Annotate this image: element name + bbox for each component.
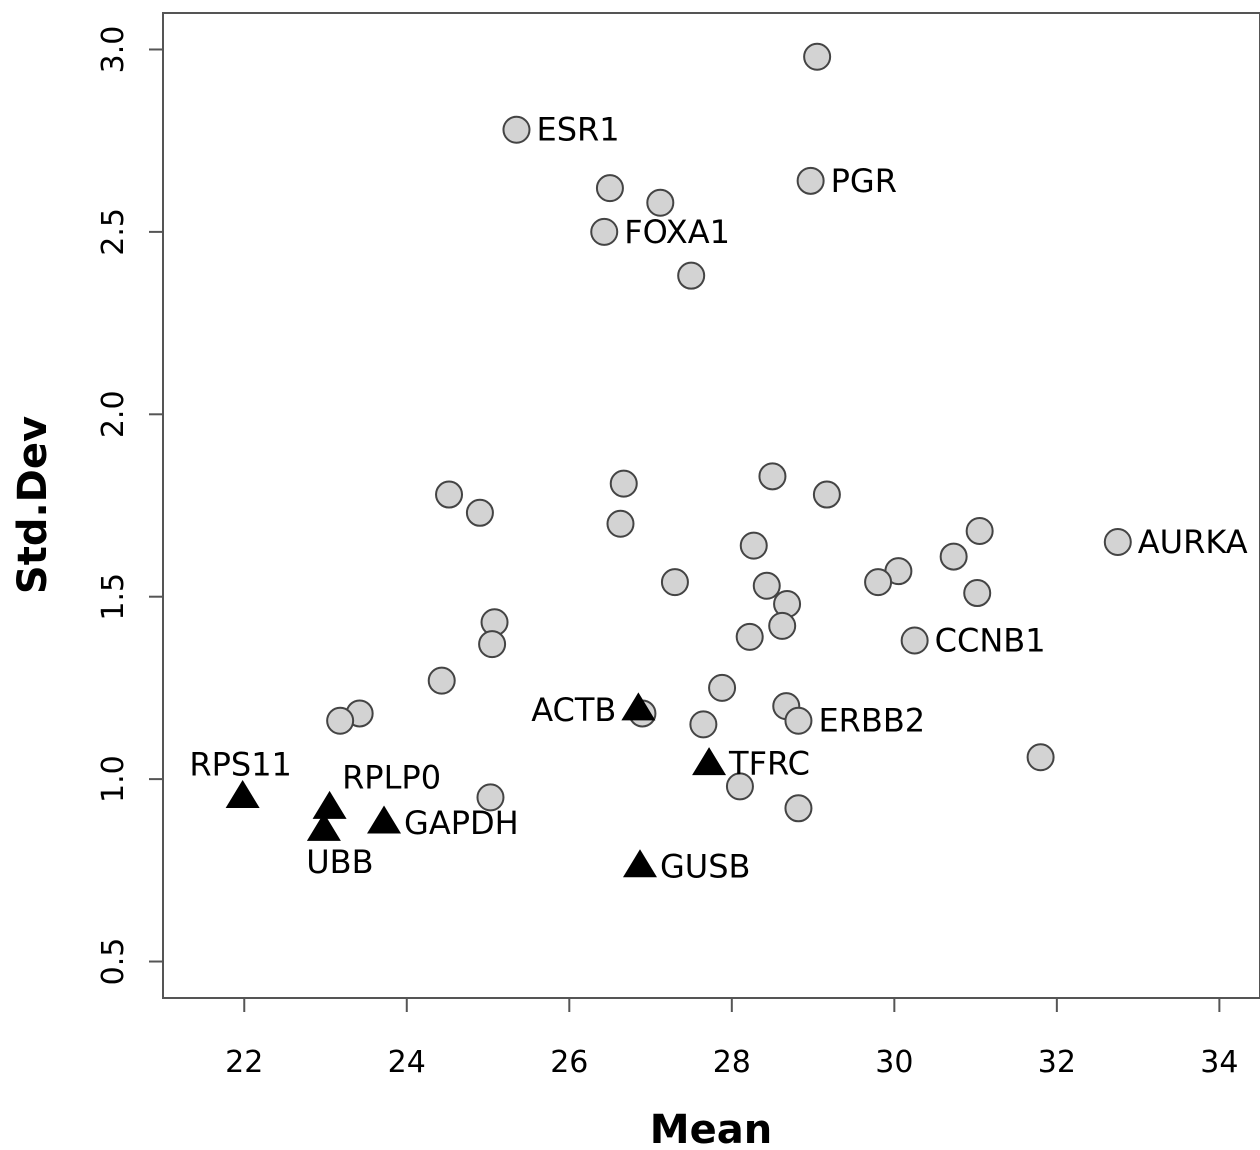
y-tick-label: 3.0 — [96, 26, 131, 74]
data-point-circle — [812, 480, 841, 509]
data-point-circle — [427, 666, 456, 695]
y-tick-label: 2.0 — [96, 390, 131, 438]
data-point-circle — [689, 710, 718, 739]
point-labels: ESR1 PGR FOXA1 AURKA CCNB1 ERBB2 ACTB TFRC RPS11… — [189, 111, 1247, 886]
data-point-triangle — [306, 812, 341, 841]
plot-frame — [162, 12, 1260, 999]
data-point-triangle — [312, 790, 347, 819]
point-label-actb: ACTB — [531, 691, 616, 729]
point-label-aurka: AURKA — [1138, 523, 1248, 561]
data-point-circle — [478, 630, 507, 659]
data-point-circle — [476, 783, 505, 812]
y-tick-label: 2.5 — [96, 208, 131, 256]
data-point-circle — [1103, 527, 1132, 556]
data-point-circle — [900, 626, 929, 655]
x-axis-title: Mean — [650, 1107, 772, 1150]
point-label-gusb: GUSB — [660, 848, 750, 886]
data-point-circle — [758, 462, 787, 491]
data-point-triangle — [621, 692, 656, 721]
y-axis: 0.5 1.0 1.5 2.0 2.5 3.0 — [96, 26, 163, 986]
data-point-circle — [708, 673, 737, 702]
point-label-foxa1: FOXA1 — [624, 213, 730, 251]
point-label-erbb2: ERBB2 — [818, 702, 925, 740]
x-tick-label: 26 — [550, 1045, 588, 1080]
data-point-circle — [646, 188, 675, 217]
y-tick-label: 0.5 — [96, 938, 131, 986]
data-point-circle — [606, 509, 635, 538]
data-point-circle — [803, 42, 832, 71]
x-tick-label: 28 — [713, 1045, 751, 1080]
data-point-circle — [725, 772, 754, 801]
point-label-esr1: ESR1 — [536, 111, 619, 149]
data-point-circle — [435, 480, 464, 509]
data-point-circle — [768, 611, 797, 640]
data-point-circle — [1026, 743, 1055, 772]
data-point-circle — [965, 517, 994, 546]
data-point-circle — [465, 498, 494, 527]
data-point-triangle — [622, 849, 657, 878]
data-point-triangle — [225, 779, 260, 808]
point-label-rplp0: RPLP0 — [342, 758, 441, 796]
data-point-circle — [660, 568, 689, 597]
point-label-gapdh: GAPDH — [404, 804, 519, 842]
point-label-ubb: UBB — [306, 843, 373, 881]
point-label-tfrc: TFRC — [728, 745, 810, 783]
data-point-triangle — [692, 747, 727, 776]
data-point-circle — [739, 531, 768, 560]
point-label-pgr: PGR — [831, 162, 897, 200]
data-point-circle — [677, 261, 706, 290]
x-axis: 22 24 26 28 30 32 34 — [225, 998, 1238, 1080]
data-point-circle — [502, 115, 531, 144]
data-point-circle — [735, 622, 764, 651]
point-label-ccnb1: CCNB1 — [935, 621, 1046, 659]
data-points — [225, 42, 1132, 878]
data-point-circle — [939, 542, 968, 571]
x-tick-label: 32 — [1038, 1045, 1076, 1080]
x-tick-label: 22 — [225, 1045, 263, 1080]
data-point-circle — [796, 166, 825, 195]
x-tick-label: 34 — [1200, 1045, 1238, 1080]
x-tick-label: 30 — [875, 1045, 913, 1080]
data-point-circle — [590, 217, 619, 246]
data-point-circle — [784, 794, 813, 823]
x-tick-label: 24 — [388, 1045, 426, 1080]
y-axis-title: Std.Dev — [10, 416, 56, 594]
point-label-rps11: RPS11 — [189, 745, 292, 783]
data-point-circle — [326, 706, 355, 735]
data-point-circle — [609, 469, 638, 498]
data-point-circle — [784, 706, 813, 735]
data-point-triangle — [367, 805, 402, 834]
data-point-circle — [752, 571, 781, 600]
y-tick-label: 1.5 — [96, 573, 131, 621]
data-point-circle — [864, 568, 893, 597]
y-tick-label: 1.0 — [96, 755, 131, 803]
data-point-circle — [595, 174, 624, 203]
data-point-circle — [963, 579, 992, 608]
